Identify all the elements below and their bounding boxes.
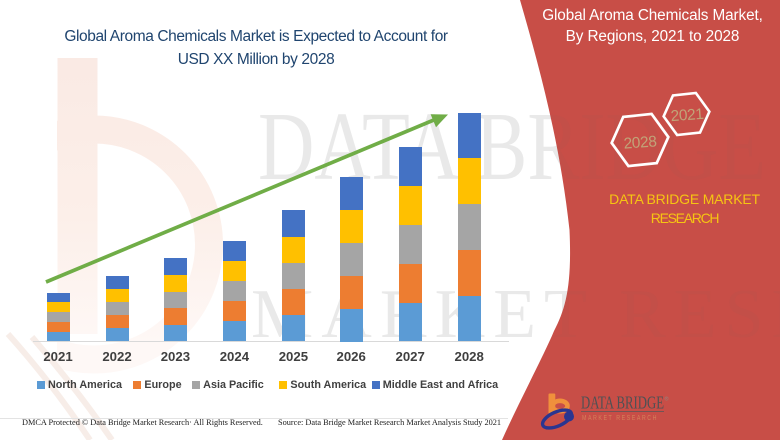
svg-text:DATA BRIDGE: DATA BRIDGE xyxy=(581,393,664,413)
svg-text:2028: 2028 xyxy=(623,133,657,152)
svg-text:2021: 2021 xyxy=(670,106,704,125)
svg-text:MARKET RESEARCH: MARKET RESEARCH xyxy=(582,415,658,422)
svg-text:®: ® xyxy=(665,396,669,403)
